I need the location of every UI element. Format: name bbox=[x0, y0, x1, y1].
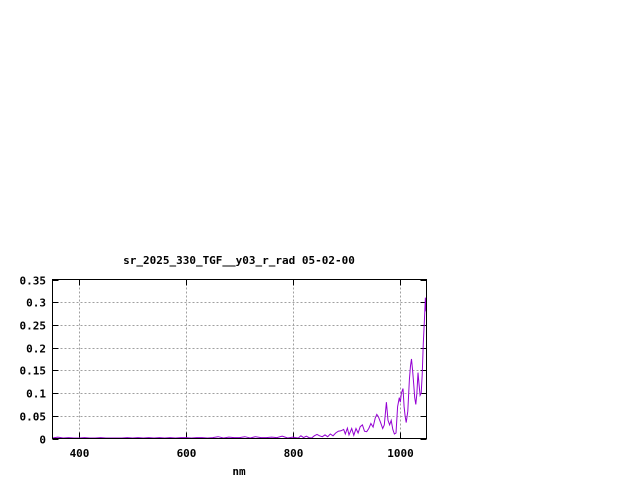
x-axis-tick-labels: 400 600 800 1000 bbox=[70, 447, 414, 460]
x-tick-label: 400 bbox=[70, 447, 90, 460]
series-line bbox=[52, 297, 427, 439]
x-axis-label: nm bbox=[232, 465, 246, 478]
y-tick-label: 0.15 bbox=[20, 365, 47, 378]
y-tick-label: 0 bbox=[39, 434, 46, 447]
plot-border bbox=[52, 279, 427, 439]
y-tick-label: 0.35 bbox=[20, 275, 47, 288]
y-axis-tick-labels: 0 0.05 0.1 0.15 0.2 0.25 0.3 0.35 bbox=[20, 275, 47, 447]
y-tick-label: 0.25 bbox=[20, 320, 47, 333]
y-tick-label: 0.3 bbox=[26, 297, 46, 310]
chart-title: sr_2025_330_TGF__y03_r_rad 05-02-00 bbox=[123, 254, 355, 267]
x-tick-label: 800 bbox=[284, 447, 304, 460]
y-tick-label: 0.1 bbox=[26, 388, 46, 401]
y-tick-label: 0.05 bbox=[20, 411, 47, 424]
x-tick-label: 1000 bbox=[387, 447, 414, 460]
axis-ticks bbox=[52, 279, 427, 440]
y-tick-label: 0.2 bbox=[26, 343, 46, 356]
x-tick-label: 600 bbox=[177, 447, 197, 460]
grid bbox=[52, 279, 427, 439]
